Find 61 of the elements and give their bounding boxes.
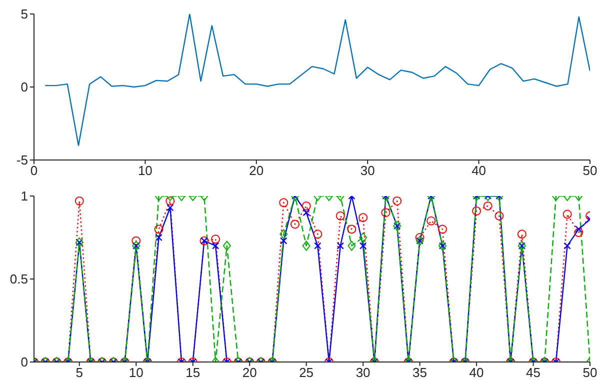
point bbox=[302, 240, 310, 251]
point bbox=[359, 242, 367, 250]
point bbox=[74, 196, 84, 206]
point bbox=[381, 208, 390, 218]
point bbox=[155, 234, 162, 242]
point bbox=[212, 242, 220, 250]
point bbox=[279, 198, 288, 208]
point bbox=[472, 206, 482, 216]
x-tick-label: 0 bbox=[30, 163, 38, 178]
y-tick-label: 1 bbox=[20, 188, 28, 204]
point bbox=[438, 224, 447, 234]
point bbox=[166, 196, 175, 206]
point bbox=[415, 233, 424, 242]
x-tick-label: 50 bbox=[582, 365, 598, 380]
x-tick-label: 15 bbox=[186, 365, 200, 380]
point bbox=[392, 196, 402, 206]
point bbox=[358, 213, 368, 222]
point bbox=[574, 228, 584, 238]
point bbox=[154, 224, 164, 234]
point bbox=[347, 224, 356, 234]
y-tick-label: -5 bbox=[16, 152, 28, 168]
point bbox=[280, 237, 288, 244]
y-tick-label: 0 bbox=[20, 354, 28, 370]
line-series bbox=[44, 14, 590, 146]
x-tick-label: 40 bbox=[472, 163, 486, 178]
point bbox=[290, 220, 300, 229]
point bbox=[166, 204, 174, 212]
point bbox=[302, 201, 311, 210]
point bbox=[222, 240, 231, 251]
point bbox=[483, 201, 492, 210]
y-tick-label: 5 bbox=[20, 6, 28, 22]
x-tick-label: 40 bbox=[469, 365, 484, 380]
point bbox=[314, 242, 322, 250]
x-tick-label: 25 bbox=[299, 365, 314, 380]
x-tick-label: 45 bbox=[526, 365, 540, 380]
point bbox=[302, 209, 310, 216]
point bbox=[132, 236, 141, 246]
point bbox=[336, 211, 345, 220]
x-tick-label: 30 bbox=[360, 163, 375, 178]
x-tick-label: 10 bbox=[128, 365, 144, 380]
point bbox=[562, 210, 572, 219]
point bbox=[211, 234, 220, 244]
point bbox=[426, 216, 436, 226]
point bbox=[575, 226, 582, 233]
point bbox=[517, 230, 526, 239]
y-tick-label: 0.5 bbox=[10, 272, 28, 287]
point bbox=[313, 230, 322, 239]
point bbox=[564, 242, 571, 250]
y-tick-label: 0 bbox=[20, 80, 28, 95]
point bbox=[348, 240, 356, 251]
x-tick-label: 10 bbox=[138, 163, 152, 178]
point bbox=[280, 229, 288, 240]
x-tick-label: 20 bbox=[249, 163, 264, 178]
x-tick-label: 20 bbox=[242, 365, 257, 380]
point bbox=[336, 242, 344, 250]
x-tick-label: 5 bbox=[76, 365, 84, 380]
x-tick-label: 30 bbox=[356, 365, 370, 380]
point bbox=[494, 211, 504, 220]
x-tick-label: 50 bbox=[582, 163, 598, 178]
point bbox=[359, 232, 368, 242]
x-tick-label: 35 bbox=[412, 365, 428, 380]
